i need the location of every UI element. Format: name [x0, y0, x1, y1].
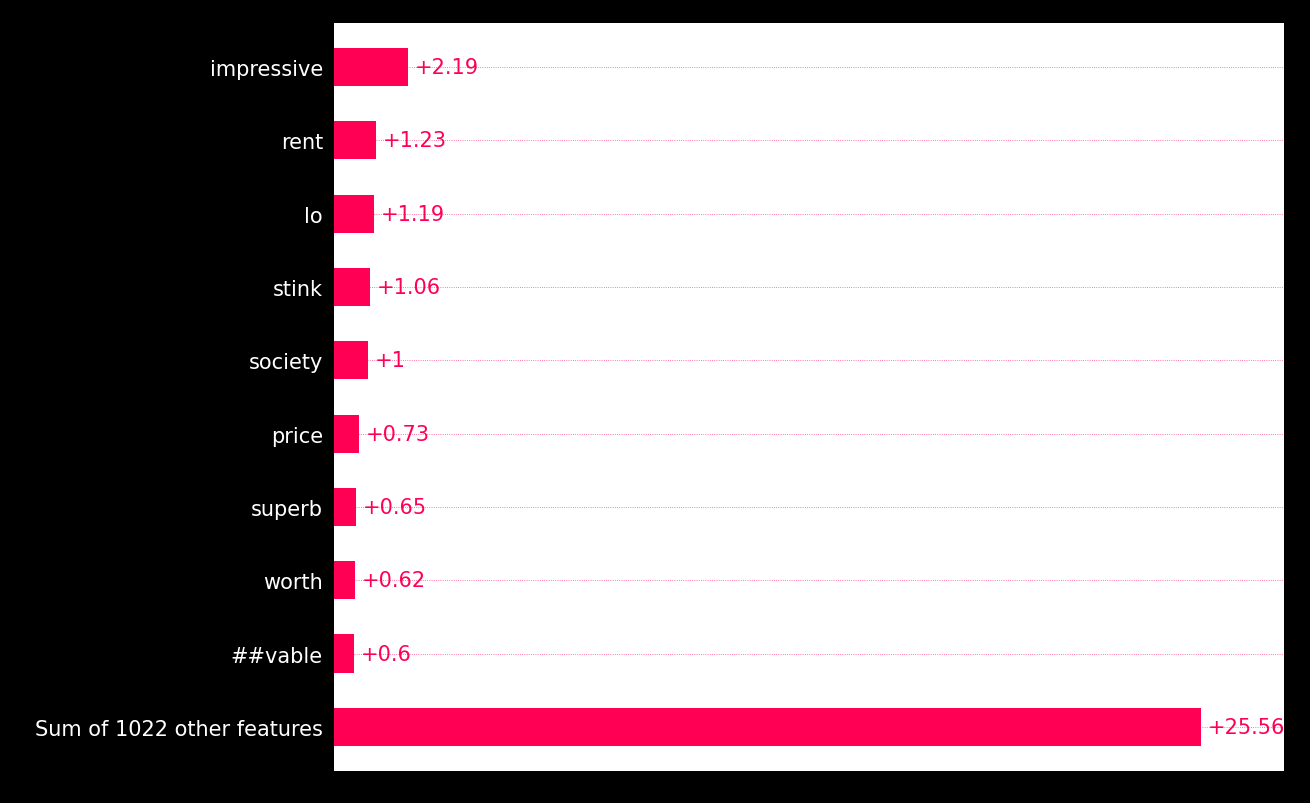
Text: +25.56: +25.56 — [1208, 717, 1285, 737]
Bar — [334, 708, 1201, 746]
Text: +0.62: +0.62 — [362, 571, 426, 590]
Text: +1.06: +1.06 — [377, 278, 441, 298]
Bar — [334, 49, 409, 87]
Bar — [334, 269, 369, 307]
Text: +2.19: +2.19 — [415, 58, 479, 78]
Text: +0.73: +0.73 — [365, 424, 430, 444]
Bar — [334, 415, 359, 453]
Text: +1.19: +1.19 — [381, 205, 445, 224]
Bar — [334, 195, 375, 234]
Bar — [334, 488, 356, 526]
Text: +0.6: +0.6 — [362, 644, 413, 664]
Bar — [334, 634, 355, 673]
Text: +1.23: +1.23 — [383, 131, 447, 151]
Bar — [334, 122, 376, 161]
Text: +0.65: +0.65 — [363, 497, 427, 517]
Bar — [334, 561, 355, 600]
Text: +1: +1 — [375, 351, 406, 371]
Bar — [334, 342, 368, 380]
